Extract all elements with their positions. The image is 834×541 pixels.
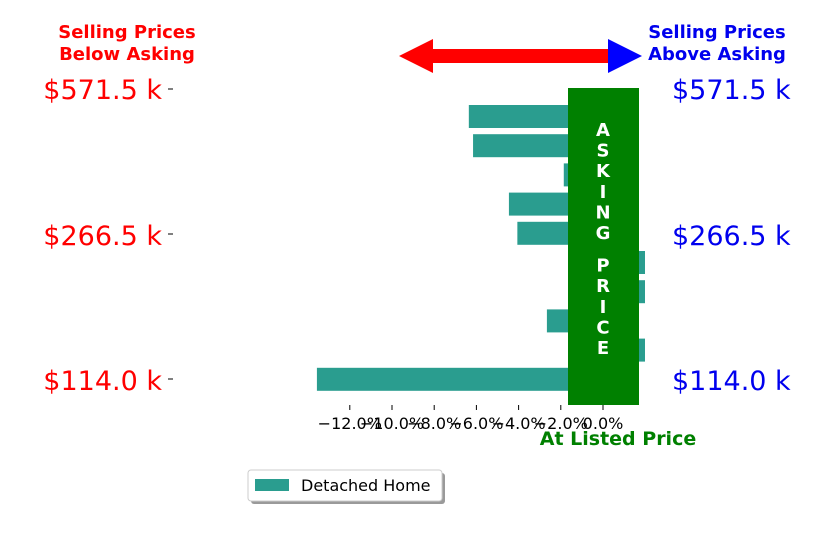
asking-price-band xyxy=(568,88,639,405)
y-tick-right-bottom: $114.0 k xyxy=(672,366,791,397)
x-tick-label: −10.0% xyxy=(360,414,424,433)
x-tick-label: 0.0% xyxy=(583,414,624,433)
bar xyxy=(316,367,568,391)
arrow-left-head xyxy=(399,39,433,73)
y-tick-left-mid: $266.5 k xyxy=(43,221,162,252)
legend: Detached Home xyxy=(247,469,445,504)
x-tick-label: −6.0% xyxy=(449,414,503,433)
header-left-line1: Selling Prices xyxy=(58,22,195,43)
x-tick-label: −8.0% xyxy=(407,414,461,433)
arrow-shaft xyxy=(432,49,616,63)
legend-box xyxy=(247,469,443,502)
arrow-right-head xyxy=(608,39,642,73)
legend-swatch xyxy=(255,479,289,491)
y-tick-left-bottom: $114.0 k xyxy=(43,366,162,397)
bar xyxy=(508,192,568,216)
y-tick-left-top: $571.5 k xyxy=(43,75,162,106)
y-tick-right-top: $571.5 k xyxy=(672,75,791,106)
bar xyxy=(639,280,645,304)
x-axis: −12.0%−10.0%−8.0%−6.0%−4.0%−2.0%0.0% xyxy=(318,405,624,433)
bar xyxy=(639,251,645,274)
legend-label: Detached Home xyxy=(301,476,431,495)
bar xyxy=(473,134,568,158)
bar xyxy=(468,105,568,128)
direction-arrow xyxy=(399,39,642,73)
x-tick-label: −12.0% xyxy=(318,414,382,433)
bar xyxy=(563,163,568,187)
header-right-line2: Above Asking xyxy=(648,44,786,65)
bars xyxy=(316,105,645,391)
x-tick-label: −4.0% xyxy=(492,414,546,433)
bar xyxy=(639,338,645,362)
y-tick-right-mid: $266.5 k xyxy=(672,221,791,252)
bar xyxy=(517,221,568,245)
bar xyxy=(546,309,568,333)
header-left-line2: Below Asking xyxy=(59,44,195,65)
header-right-line1: Selling Prices xyxy=(648,22,785,43)
x-tick-label: −2.0% xyxy=(534,414,588,433)
x-axis-label: At Listed Price xyxy=(540,428,696,450)
